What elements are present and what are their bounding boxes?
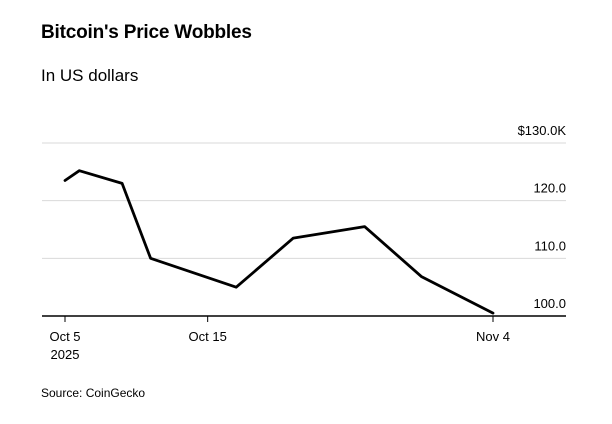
series-layer [63,169,495,315]
y-axis-labels: $130.0K 120.0 110.0 100.0 [518,123,567,311]
y-tick-label: $130.0K [518,123,567,138]
y-tick-label: 100.0 [533,296,566,311]
chart-subtitle: In US dollars [41,66,139,85]
gridlines [42,142,566,317]
x-tick-sublabel: 2025 [51,347,80,362]
chart-title: Bitcoin's Price Wobbles [41,22,252,43]
x-axis-ticks: Oct 5 2025 Oct 15 Nov 4 [49,316,510,362]
y-tick-label: 120.0 [533,181,566,196]
x-tick-label: Nov 4 [476,329,510,344]
x-tick-label: Oct 5 [49,329,80,344]
source-note: Source: CoinGecko [41,386,146,400]
series-line-bitcoin-price [63,169,495,315]
y-tick-label: 110.0 [534,238,566,253]
x-tick-label: Oct 15 [189,329,227,344]
